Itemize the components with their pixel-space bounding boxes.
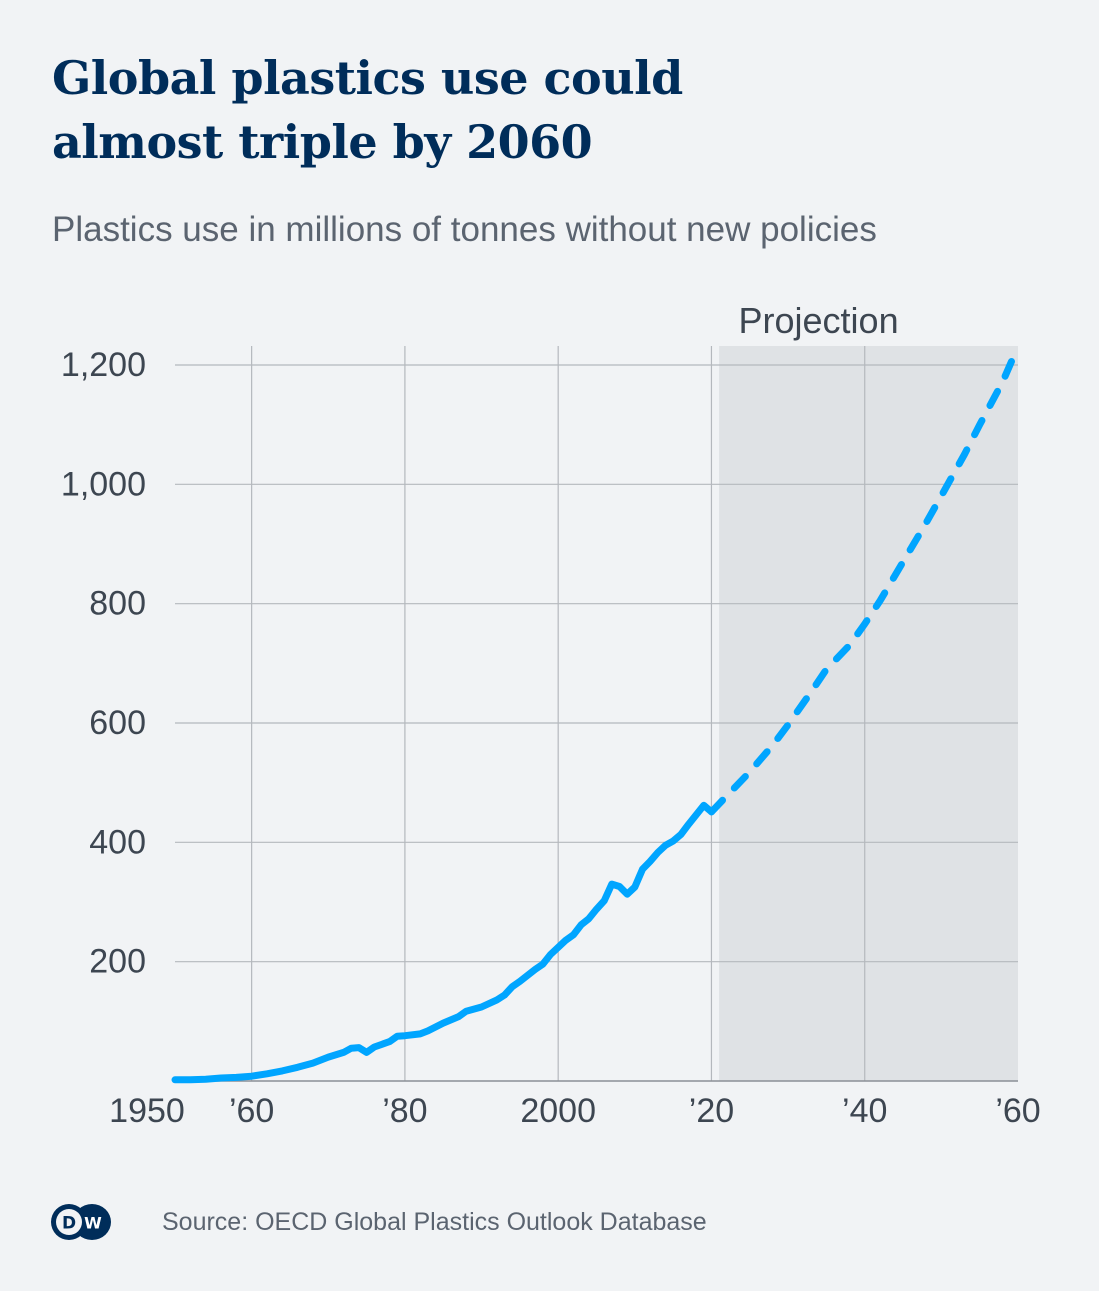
y-tick-label: 400 — [89, 823, 146, 861]
x-tick-label: ’80 — [382, 1092, 427, 1130]
footer: D W Source: OECD Global Plastics Outlook… — [50, 1203, 707, 1241]
svg-text:W: W — [84, 1214, 102, 1233]
historical-line — [171, 801, 715, 1084]
y-tick-label: 600 — [89, 704, 146, 742]
y-tick-label: 1,200 — [61, 346, 146, 384]
x-tick-label: 2000 — [520, 1092, 596, 1130]
source-note: Source: OECD Global Plastics Outlook Dat… — [162, 1207, 707, 1236]
chart-title: Global plastics use could almost triple … — [52, 51, 683, 169]
x-tick-label: ’40 — [842, 1092, 887, 1130]
y-tick-label: 800 — [89, 585, 146, 623]
y-tick-label: 1,000 — [61, 465, 146, 503]
projection-label: Projection — [739, 300, 899, 341]
dw-logo-icon: D W — [51, 1204, 111, 1240]
chart-subtitle: Plastics use in millions of tonnes witho… — [52, 210, 877, 249]
svg-text:D: D — [62, 1214, 76, 1234]
x-tick-label: 1950 — [109, 1092, 185, 1130]
projection-line — [708, 343, 1022, 816]
x-tick-label: ’60 — [995, 1092, 1040, 1130]
projection-band — [719, 346, 1018, 1081]
x-tick-label: ’60 — [229, 1092, 274, 1130]
x-tick-label: ’20 — [689, 1092, 734, 1130]
y-tick-label: 200 — [89, 943, 146, 981]
